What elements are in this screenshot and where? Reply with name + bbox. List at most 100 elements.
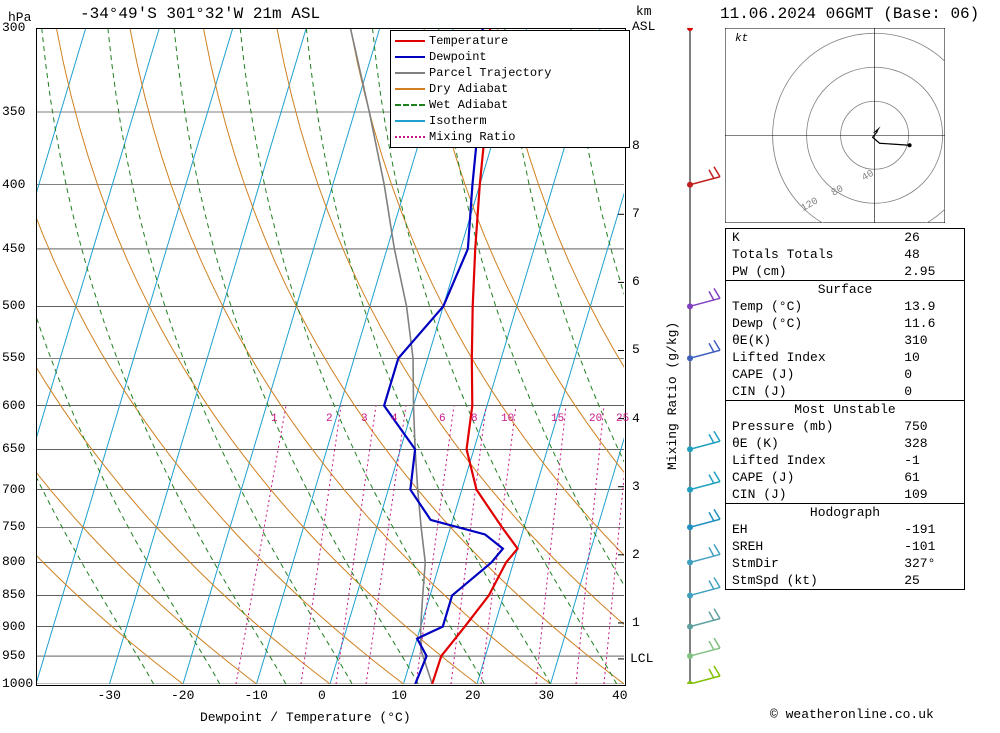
mixing-label: 1: [271, 413, 278, 425]
ytick: 400: [2, 177, 25, 192]
xtick: 20: [465, 688, 481, 703]
table-val: 26: [898, 229, 964, 247]
legend: Temperature Dewpoint Parcel Trajectory Dry …: [390, 30, 630, 148]
xtick: 10: [392, 688, 408, 703]
km-tick: 8: [632, 138, 640, 153]
km-tick: 5: [632, 342, 640, 357]
km-tick: 1: [632, 615, 640, 630]
table-section: Surface: [726, 281, 965, 299]
lcl-label: LCL: [630, 651, 653, 666]
table-val: 25: [898, 572, 964, 590]
ytick: 800: [2, 554, 25, 569]
wind-barb-axis: [680, 28, 730, 684]
km-tick: 7: [632, 206, 640, 221]
ytick: 550: [2, 350, 25, 365]
table-key: EH: [726, 521, 899, 538]
ytick: 500: [2, 298, 25, 313]
table-val: 750: [898, 418, 964, 435]
mixing-label: 2: [326, 413, 333, 425]
legend-label: Dewpoint: [429, 50, 487, 64]
copyright: © weatheronline.co.uk: [770, 707, 934, 722]
table-key: CIN (J): [726, 383, 899, 401]
xtick: -30: [98, 688, 121, 703]
table-key: CIN (J): [726, 486, 899, 504]
mixing-label: 8: [471, 413, 478, 425]
xtick: -20: [171, 688, 194, 703]
km-tick: 6: [632, 274, 640, 289]
x-label: Dewpoint / Temperature (°C): [200, 710, 411, 725]
legend-label: Parcel Trajectory: [429, 66, 551, 80]
yright-label: Mixing Ratio (g/kg): [665, 322, 680, 470]
legend-label: Isotherm: [429, 114, 487, 128]
table-val: 48: [898, 246, 964, 263]
table-key: Lifted Index: [726, 452, 899, 469]
mixing-label: 10: [501, 413, 514, 425]
km-tick: 4: [632, 411, 640, 426]
table-val: 13.9: [898, 298, 964, 315]
table-val: 11.6: [898, 315, 964, 332]
ytick: 950: [2, 648, 25, 663]
xtick: 0: [318, 688, 326, 703]
table-key: StmDir: [726, 555, 899, 572]
svg-text:80: 80: [830, 184, 846, 200]
indices-table: K26Totals Totals48PW (cm)2.95SurfaceTemp…: [725, 228, 965, 590]
xtick: -10: [245, 688, 268, 703]
table-key: StmSpd (kt): [726, 572, 899, 590]
table-val: -191: [898, 521, 964, 538]
table-val: 61: [898, 469, 964, 486]
table-key: θE (K): [726, 435, 899, 452]
xtick: 40: [612, 688, 628, 703]
date-title: 11.06.2024 06GMT (Base: 06): [720, 5, 979, 23]
table-section: Most Unstable: [726, 401, 965, 419]
legend-label: Dry Adiabat: [429, 82, 508, 96]
legend-label: Wet Adiabat: [429, 98, 508, 112]
table-key: Pressure (mb): [726, 418, 899, 435]
table-key: Dewp (°C): [726, 315, 899, 332]
table-key: θE(K): [726, 332, 899, 349]
table-val: 109: [898, 486, 964, 504]
table-val: -101: [898, 538, 964, 555]
mixing-label: 4: [391, 413, 398, 425]
ytick: 850: [2, 587, 25, 602]
table-key: CAPE (J): [726, 366, 899, 383]
table-val: 10: [898, 349, 964, 366]
ytick: 600: [2, 398, 25, 413]
ytick: 650: [2, 441, 25, 456]
table-key: K: [726, 229, 899, 247]
table-key: PW (cm): [726, 263, 899, 281]
ytick: 900: [2, 619, 25, 634]
km-tick: 3: [632, 479, 640, 494]
table-val: 327°: [898, 555, 964, 572]
xtick: 30: [539, 688, 555, 703]
table-val: 2.95: [898, 263, 964, 281]
mixing-label: 3: [361, 413, 368, 425]
table-val: 0: [898, 383, 964, 401]
table-val: -1: [898, 452, 964, 469]
mixing-label: 25: [616, 413, 629, 425]
yright-unit-top: km ASL: [632, 4, 655, 34]
ytick: 700: [2, 482, 25, 497]
svg-text:40: 40: [860, 169, 876, 185]
ytick: 750: [2, 519, 25, 534]
table-section: Hodograph: [726, 504, 965, 522]
yleft-unit: hPa: [8, 10, 31, 25]
table-val: 0: [898, 366, 964, 383]
location-title: -34°49'S 301°32'W 21m ASL: [80, 5, 320, 23]
km-tick: 2: [632, 547, 640, 562]
legend-label: Temperature: [429, 34, 508, 48]
svg-text:120: 120: [799, 196, 820, 215]
hodograph: 120 80 40: [725, 28, 945, 223]
ytick: 450: [2, 241, 25, 256]
ytick: 1000: [2, 676, 33, 691]
mixing-label: 20: [589, 413, 602, 425]
mixing-label: 15: [551, 413, 564, 425]
hodo-unit: kt: [735, 33, 748, 45]
table-key: Totals Totals: [726, 246, 899, 263]
table-key: CAPE (J): [726, 469, 899, 486]
table-key: Lifted Index: [726, 349, 899, 366]
table-key: Temp (°C): [726, 298, 899, 315]
mixing-label: 6: [439, 413, 446, 425]
table-val: 328: [898, 435, 964, 452]
legend-label: Mixing Ratio: [429, 130, 515, 144]
table-val: 310: [898, 332, 964, 349]
